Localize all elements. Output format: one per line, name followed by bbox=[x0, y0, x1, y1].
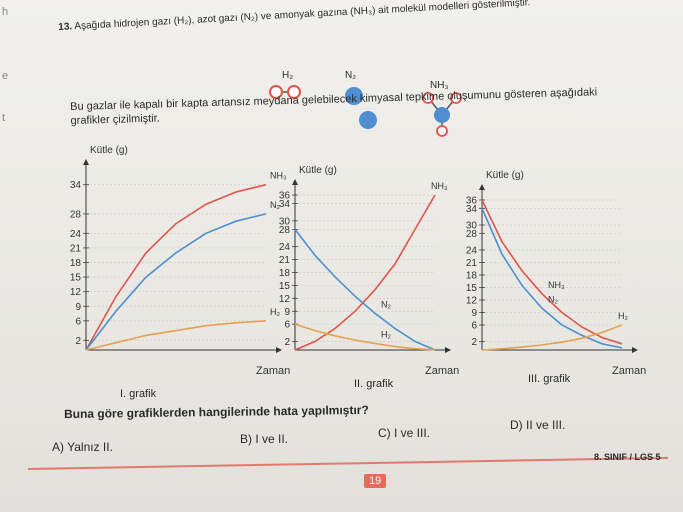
x-axis-label: Zaman bbox=[612, 365, 646, 377]
chart-caption-3: III. grafik bbox=[528, 373, 571, 385]
series-line-2 bbox=[481, 324, 623, 351]
y-tick-label: 2 bbox=[471, 337, 477, 348]
option-d[interactable]: D) II ve III. bbox=[510, 418, 566, 432]
y-tick-label: 2 bbox=[75, 336, 81, 347]
edge-mark: t bbox=[2, 112, 6, 124]
y-axis-arrow bbox=[292, 179, 298, 185]
y-tick-label: 28 bbox=[70, 209, 82, 220]
series-line-0 bbox=[481, 199, 623, 345]
option-b[interactable]: B) I ve II. bbox=[240, 432, 289, 446]
series-label: H₂ bbox=[270, 307, 280, 317]
y-tick-label: 21 bbox=[70, 243, 82, 254]
chart-caption-2: II. grafik bbox=[354, 378, 394, 390]
y-tick-label: 34 bbox=[279, 199, 291, 210]
y-axis-label: Kütle (g) bbox=[299, 165, 337, 176]
series-line-1 bbox=[294, 228, 436, 351]
y-tick-label: 9 bbox=[471, 308, 477, 319]
y-tick-label: 2 bbox=[284, 337, 290, 348]
series-label: NH₃ bbox=[270, 171, 287, 181]
series-label: N₂ bbox=[548, 294, 558, 304]
y-tick-label: 28 bbox=[466, 229, 478, 240]
series-label: NH₃ bbox=[548, 280, 565, 290]
y-tick-label: 12 bbox=[466, 296, 478, 307]
y-tick-label: 24 bbox=[70, 229, 82, 240]
x-axis-arrow bbox=[445, 347, 451, 353]
molecule-label-h2: H₂ bbox=[282, 70, 294, 81]
y-tick-label: 6 bbox=[75, 316, 81, 327]
x-axis-label: Zaman bbox=[425, 365, 459, 377]
y-tick-label: 18 bbox=[70, 258, 82, 269]
y-tick-label: 36 bbox=[279, 191, 291, 202]
page-number: 19 bbox=[364, 474, 387, 488]
y-tick-label: 9 bbox=[75, 302, 81, 313]
y-tick-label: 28 bbox=[279, 225, 291, 236]
y-tick-label: 21 bbox=[279, 255, 291, 266]
x-axis-arrow bbox=[276, 347, 282, 353]
y-tick-label: 36 bbox=[466, 196, 478, 207]
series-line-2 bbox=[294, 323, 436, 351]
y-tick-label: 21 bbox=[466, 258, 478, 269]
y-tick-label: 15 bbox=[466, 283, 478, 294]
h2-molecule-icon bbox=[269, 85, 301, 99]
y-tick-label: 24 bbox=[466, 246, 478, 257]
y-tick-label: 24 bbox=[279, 242, 291, 253]
chart-caption-1: I. grafik bbox=[120, 388, 157, 400]
y-tick-label: 30 bbox=[466, 221, 478, 232]
option-c[interactable]: C) I ve III. bbox=[378, 426, 431, 440]
n2-molecule-icon bbox=[345, 87, 377, 129]
y-tick-label: 18 bbox=[466, 271, 478, 282]
series-label: N₂ bbox=[381, 299, 391, 309]
y-axis-arrow bbox=[83, 159, 89, 165]
footer-label: 8. SINIF / LGS 5 bbox=[594, 452, 661, 462]
y-tick-label: 12 bbox=[70, 287, 82, 298]
y-tick-label: 15 bbox=[279, 281, 291, 292]
x-axis-label: Zaman bbox=[256, 365, 290, 377]
series-line-0 bbox=[294, 194, 436, 351]
y-tick-label: 12 bbox=[279, 294, 291, 305]
series-label: NH₃ bbox=[431, 181, 448, 191]
y-axis-arrow bbox=[479, 184, 485, 190]
series-line-0 bbox=[85, 183, 267, 351]
y-tick-label: 6 bbox=[284, 320, 290, 331]
molecule-label-n2: N₂ bbox=[345, 70, 357, 81]
series-label: H₂ bbox=[381, 330, 391, 340]
nh3-molecule-icon bbox=[422, 92, 462, 137]
edge-mark: h bbox=[2, 6, 9, 18]
y-tick-label: 6 bbox=[471, 321, 477, 332]
series-line-2 bbox=[85, 320, 267, 351]
molecule-label-nh3: NH₃ bbox=[430, 80, 449, 91]
y-tick-label: 15 bbox=[70, 273, 82, 284]
option-a[interactable]: A) Yalnız II. bbox=[52, 440, 113, 454]
edge-mark: e bbox=[2, 70, 9, 82]
y-tick-label: 30 bbox=[279, 216, 291, 227]
y-axis-label: Kütle (g) bbox=[90, 145, 128, 156]
y-tick-label: 9 bbox=[284, 307, 290, 318]
y-tick-label: 18 bbox=[279, 268, 291, 279]
y-axis-label: Kütle (g) bbox=[486, 170, 524, 181]
x-axis-arrow bbox=[632, 347, 638, 353]
y-tick-label: 34 bbox=[466, 204, 478, 215]
series-label: H₂ bbox=[618, 311, 628, 321]
y-tick-label: 34 bbox=[70, 180, 82, 191]
series-label: N₂ bbox=[270, 200, 280, 210]
series-line-1 bbox=[481, 207, 623, 349]
series-line-1 bbox=[85, 213, 267, 351]
